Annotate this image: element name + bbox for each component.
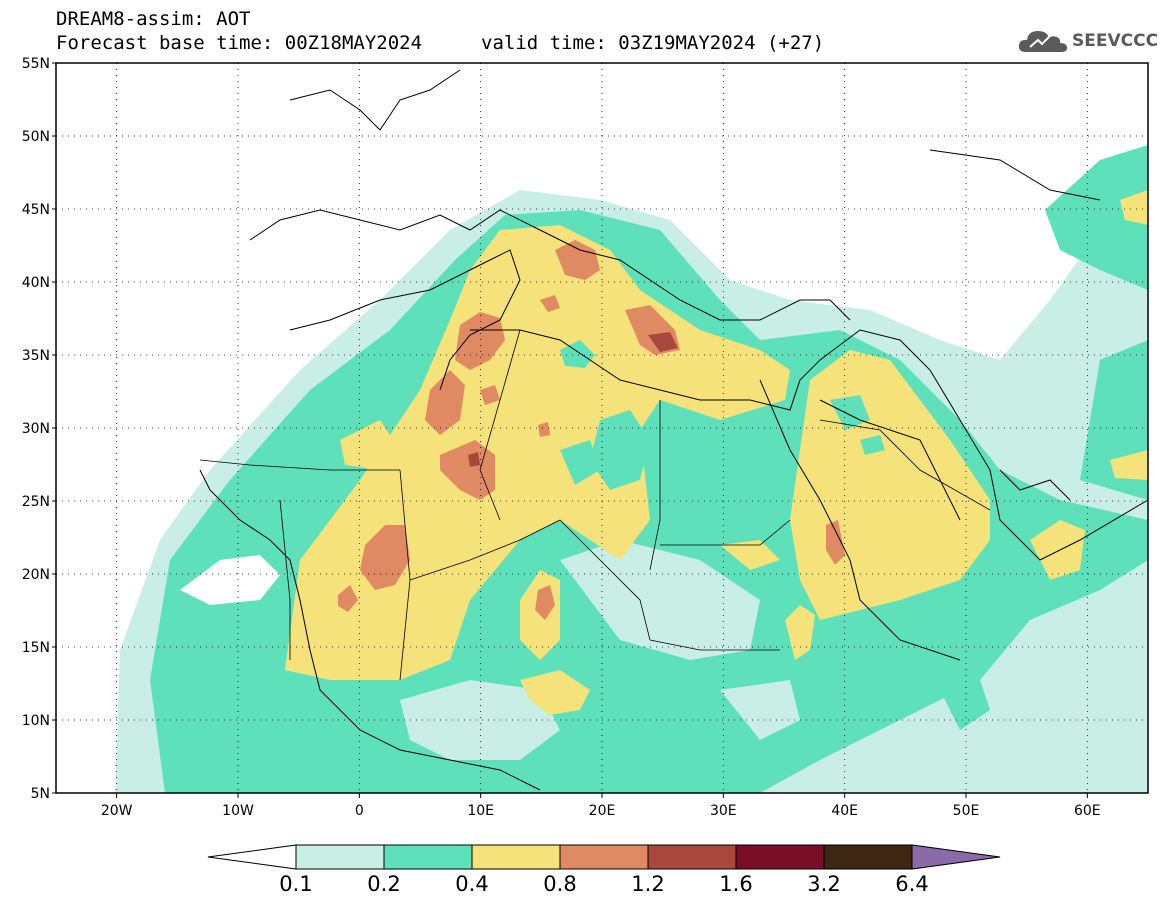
colorbar: 0.1 0.2 0.4 0.8 1.2 1.6 3.2 6.4: [207, 844, 1001, 896]
lat-label: 5N: [31, 786, 50, 802]
colorbar-band: [295, 844, 385, 870]
lon-label: 40E: [831, 803, 858, 819]
cloud-icon: [1018, 31, 1067, 52]
lat-label: 25N: [22, 494, 50, 510]
lat-label: 55N: [22, 56, 50, 72]
colorbar-tick-label: 0.2: [367, 872, 400, 896]
colorbar-tick-label: 0.4: [455, 872, 488, 896]
lat-label: 15N: [22, 640, 50, 656]
lat-label: 50N: [22, 129, 50, 145]
colorbar-tick-label: 0.1: [279, 872, 312, 896]
colorbar-tick-label: 1.2: [631, 872, 664, 896]
lon-label: 0: [355, 803, 364, 819]
colorbar-band: [735, 844, 825, 870]
graticule: [52, 62, 1148, 798]
country-borders: [199, 329, 991, 681]
model-title: DREAM8-assim: AOT: [56, 8, 251, 30]
lon-label: 10W: [222, 803, 254, 819]
colorbar-band: [823, 844, 913, 870]
colorbar-band: [471, 844, 561, 870]
longitude-labels: 20W 10W 0 10E 20E 30E 40E 50E 60E: [101, 803, 1101, 819]
lon-label: 60E: [1074, 803, 1101, 819]
colorbar-band: [647, 844, 737, 870]
valid-time: valid time: 03Z19MAY2024 (+27): [481, 32, 825, 54]
lon-label: 20E: [589, 803, 616, 819]
colorbar-over-arrow: [911, 844, 1001, 870]
colorbar-band: [383, 844, 473, 870]
lat-label: 35N: [22, 348, 50, 364]
colorbar-tick-label: 1.6: [719, 872, 752, 896]
lon-label: 30E: [710, 803, 737, 819]
colorbar-band: [559, 844, 649, 870]
lon-label: 20W: [101, 803, 133, 819]
lat-label: 20N: [22, 567, 50, 583]
base-time: Forecast base time: 00Z18MAY2024: [56, 32, 423, 54]
lat-label: 10N: [22, 713, 50, 729]
aot-field: [56, 63, 1148, 793]
lat-label: 40N: [22, 275, 50, 291]
colorbar-tick-label: 0.8: [543, 872, 576, 896]
colorbar-under-arrow: [207, 844, 297, 870]
coastlines: [199, 69, 1148, 791]
colorbar-tick-label: 6.4: [895, 872, 928, 896]
latitude-labels: 55N 50N 45N 40N 35N 30N 25N 20N 15N 10N 5N: [22, 56, 50, 802]
logo-text: SEEVCCC: [1072, 31, 1159, 51]
lat-label: 30N: [22, 421, 50, 437]
colorbar-tick-label: 3.2: [807, 872, 840, 896]
lat-label: 45N: [22, 202, 50, 218]
seevccc-logo: SEEVCCC: [1016, 26, 1159, 60]
lon-label: 10E: [467, 803, 494, 819]
lon-label: 50E: [953, 803, 980, 819]
